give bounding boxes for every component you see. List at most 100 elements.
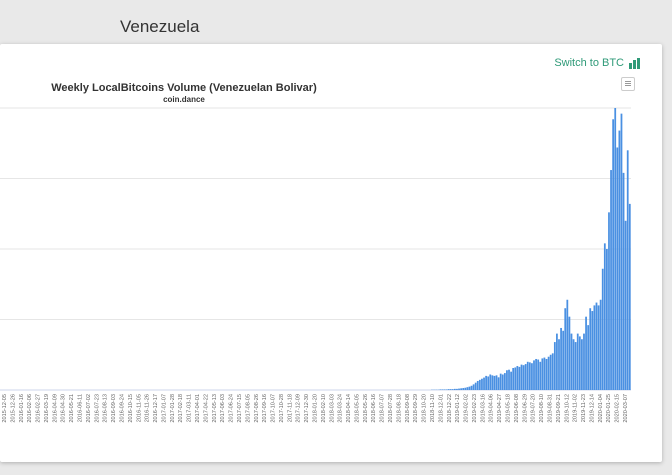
bar bbox=[483, 377, 485, 390]
x-tick-label: 2016-10-15 bbox=[128, 394, 134, 423]
bar bbox=[593, 305, 596, 390]
bar bbox=[468, 386, 471, 390]
bar bbox=[458, 388, 460, 390]
x-tick-label: 2020-03-07 bbox=[623, 394, 629, 423]
bar bbox=[578, 336, 581, 390]
x-tick-label: 2017-01-28 bbox=[170, 394, 176, 423]
x-tick-label: 2019-02-23 bbox=[472, 394, 478, 423]
x-tick-label: 2016-07-23 bbox=[94, 394, 100, 423]
x-tick-label: 2017-08-05 bbox=[245, 394, 251, 423]
bar bbox=[535, 358, 537, 390]
bar bbox=[601, 268, 604, 390]
bar bbox=[445, 389, 448, 390]
x-tick-label: 2017-03-11 bbox=[187, 394, 193, 422]
x-tick-label: 2019-01-12 bbox=[455, 394, 461, 423]
bar bbox=[456, 388, 458, 390]
bar bbox=[481, 378, 483, 390]
x-tick-label: 2020-01-04 bbox=[598, 394, 604, 423]
x-tick-label: 2018-12-22 bbox=[447, 394, 453, 423]
x-tick-label: 2017-07-15 bbox=[237, 394, 243, 423]
bar bbox=[614, 108, 617, 390]
bar bbox=[572, 339, 575, 390]
x-tick-label: 2018-04-14 bbox=[346, 394, 352, 423]
bar bbox=[628, 203, 631, 390]
bar bbox=[443, 389, 446, 390]
bar bbox=[585, 316, 587, 390]
switch-to-btc-button[interactable]: Switch to BTC bbox=[554, 57, 640, 69]
x-tick-label: 2019-09-21 bbox=[556, 394, 562, 423]
x-tick-label: 2017-12-30 bbox=[304, 394, 310, 423]
bar bbox=[537, 359, 540, 390]
chart-subtitle: coin.dance bbox=[163, 95, 205, 104]
x-tick-label: 2018-01-20 bbox=[313, 394, 319, 423]
x-tick-label: 2019-08-10 bbox=[539, 394, 545, 423]
bar bbox=[583, 333, 585, 390]
hamburger-menu-icon[interactable] bbox=[621, 77, 635, 91]
bar bbox=[439, 389, 442, 390]
x-tick-label: 2015-12-26 bbox=[10, 394, 16, 423]
x-tick-label: 2017-11-18 bbox=[287, 394, 293, 422]
x-tick-label: 2018-02-10 bbox=[321, 394, 327, 423]
bar bbox=[501, 374, 504, 390]
bar bbox=[574, 342, 577, 390]
bar bbox=[497, 377, 500, 390]
x-tick-label: 2018-09-08 bbox=[405, 394, 411, 423]
x-tick-label: 2016-08-13 bbox=[103, 394, 109, 423]
x-tick-label: 2019-12-14 bbox=[589, 394, 595, 423]
bar bbox=[558, 339, 560, 390]
x-tick-label: 2016-01-16 bbox=[19, 394, 25, 423]
bar bbox=[560, 327, 562, 390]
bar bbox=[485, 375, 487, 390]
bar bbox=[610, 170, 612, 390]
bar bbox=[591, 311, 594, 390]
bar bbox=[624, 220, 627, 390]
x-tick-label: 2016-07-02 bbox=[86, 394, 92, 423]
bar bbox=[595, 302, 598, 390]
bar bbox=[518, 366, 521, 390]
bar bbox=[476, 380, 479, 390]
x-tick-label: 2018-11-10 bbox=[430, 394, 436, 422]
bar bbox=[506, 370, 508, 390]
bar bbox=[447, 389, 450, 390]
bar bbox=[564, 308, 567, 390]
x-tick-label: 2020-02-15 bbox=[615, 394, 621, 423]
bar bbox=[618, 130, 621, 390]
bar bbox=[556, 333, 558, 390]
bar bbox=[462, 388, 465, 390]
bar bbox=[566, 299, 569, 390]
bar bbox=[599, 299, 602, 390]
x-tick-label: 2017-04-22 bbox=[203, 394, 209, 423]
bar bbox=[551, 353, 554, 390]
bar bbox=[622, 172, 625, 390]
x-tick-label: 2019-06-08 bbox=[514, 394, 520, 423]
x-tick-label: 2017-01-07 bbox=[161, 394, 167, 423]
bar bbox=[489, 374, 492, 390]
bar bbox=[487, 376, 490, 390]
x-tick-label: 2019-05-18 bbox=[506, 394, 512, 423]
bar bbox=[514, 367, 517, 390]
bar bbox=[516, 366, 519, 390]
x-tick-label: 2019-11-02 bbox=[573, 394, 579, 422]
x-tick-label: 2016-09-24 bbox=[119, 394, 125, 423]
bar bbox=[616, 147, 619, 390]
bar bbox=[570, 333, 573, 390]
x-tick-label: 2018-06-16 bbox=[371, 394, 377, 423]
x-tick-label: 2016-03-19 bbox=[44, 394, 50, 423]
bar bbox=[553, 342, 556, 390]
x-tick-label: 2018-10-20 bbox=[422, 394, 428, 423]
bar bbox=[547, 356, 550, 390]
x-tick-label: 2017-04-01 bbox=[195, 394, 201, 423]
x-tick-label: 2017-06-24 bbox=[229, 394, 235, 423]
bar bbox=[464, 387, 467, 390]
bar bbox=[503, 373, 506, 390]
x-tick-label: 2016-12-17 bbox=[153, 394, 159, 423]
bar bbox=[589, 308, 592, 390]
x-tick-label: 2018-07-28 bbox=[388, 394, 394, 423]
bar bbox=[524, 364, 527, 390]
x-tick-label: 2016-02-06 bbox=[27, 394, 33, 423]
x-tick-label: 2017-05-13 bbox=[212, 394, 218, 423]
x-tick-label: 2015-12-05 bbox=[2, 394, 8, 423]
chart-card: Switch to BTC bbox=[0, 44, 662, 462]
x-tick-label: 2017-02-18 bbox=[178, 394, 184, 423]
bar bbox=[478, 379, 481, 390]
